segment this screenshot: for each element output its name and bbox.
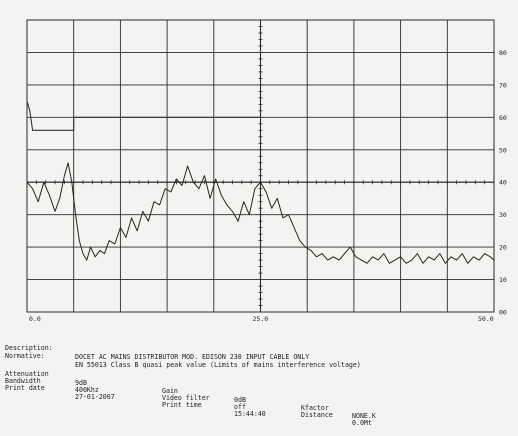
spectrum-chart: 80 70 60 50 40 30 20 10 00 0.0 25.0 50.0	[26, 19, 507, 323]
print-time-value: 15:44:40	[234, 409, 266, 418]
print-date-label: Print date	[5, 384, 45, 393]
y-tick-label: 40	[499, 179, 507, 187]
print-time-label: Print time	[162, 401, 202, 410]
limit-line	[26, 100, 261, 131]
limit-line-path	[26, 100, 261, 131]
normative-value: EN 55013 Class B quasi peak value (Limit…	[75, 360, 361, 369]
measurement-info: Description: DOCET AC MAINS DISTRIBUTOR …	[5, 336, 515, 427]
chart-grid	[26, 19, 495, 313]
y-tick-label: 00	[499, 309, 507, 317]
distance-value: 0.0Mt	[352, 419, 372, 428]
y-tick-label: 50	[499, 146, 507, 154]
x-tick-label: 50.0	[478, 315, 494, 323]
bandwidth-label: Bandwidth	[5, 377, 41, 386]
x-tick-label: 0.0	[29, 315, 41, 323]
y-tick-label: 60	[499, 114, 507, 122]
description-label: Description:	[5, 344, 53, 353]
x-tick-labels: 0.0 25.0 50.0	[29, 315, 494, 323]
y-tick-label: 70	[499, 81, 507, 89]
y-tick-label: 20	[499, 244, 507, 252]
x-tick-label: 25.0	[253, 315, 269, 323]
description-value: DOCET AC MAINS DISTRIBUTOR MOD. EDISON 2…	[75, 352, 310, 361]
distance-label: Distance	[301, 411, 333, 420]
y-tick-labels: 80 70 60 50 40 30 20 10 00	[499, 49, 507, 317]
normative-label: Normative:	[5, 352, 45, 361]
measurement-trace	[26, 162, 495, 264]
print-date-value: 27-01-2007	[75, 392, 115, 401]
y-tick-label: 80	[499, 49, 507, 57]
trace-series-0	[26, 162, 495, 264]
attenuation-value: 9dB	[75, 378, 87, 387]
y-tick-label: 10	[499, 276, 507, 284]
attenuation-label: Attenuation	[5, 370, 49, 379]
y-tick-label: 30	[499, 211, 507, 219]
